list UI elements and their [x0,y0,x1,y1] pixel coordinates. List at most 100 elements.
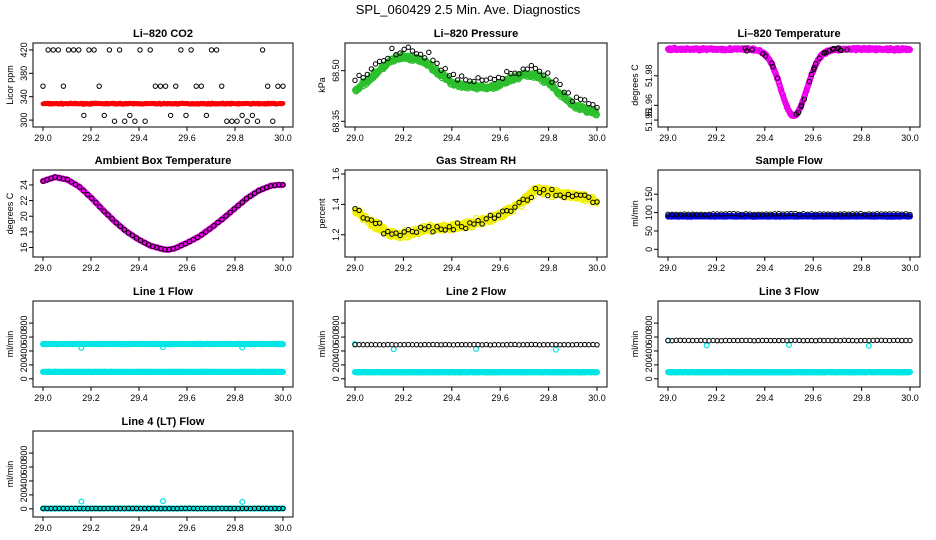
data-point [495,212,502,218]
data-point [356,207,362,214]
data-point [479,221,485,227]
data-point [96,83,102,89]
data-point [795,109,802,116]
plot-frame [344,169,608,258]
data-point [413,229,420,235]
data-point [182,240,189,247]
data-point [91,47,97,53]
x-tick-label: 29.2 [82,393,100,403]
x-tick-label: 29.2 [708,133,726,143]
data-point [808,71,815,78]
data-point [590,101,596,108]
y-tick-label: 380 [19,66,29,81]
y-tick-label: 18 [19,227,29,237]
x-tick-label: 29.6 [491,133,509,143]
data-point [401,46,407,52]
data-point [907,211,913,218]
data-point [405,226,412,233]
data-point [70,47,77,53]
data-point [215,219,221,226]
data-point [113,220,119,226]
x-tick-label: 29.6 [178,133,196,143]
x-tick-label: 29.0 [34,393,52,403]
data-point [152,83,159,89]
data-point [203,112,210,119]
x-tick-label: 29.4 [443,263,461,273]
data-point [219,83,225,89]
data-point [798,103,804,110]
data-point [234,118,240,124]
plot-area [40,47,286,124]
data-point [64,176,71,183]
data-point [368,217,375,223]
y-tick-label: 51.96 [644,94,654,117]
data-point [122,118,128,124]
data-point [532,185,539,192]
data-point [801,96,808,102]
y-tick-label: 1.6 [331,168,341,181]
chart-title: Li–820 Temperature [737,28,840,40]
data-point [208,47,215,53]
data-point [434,223,440,230]
chart-title: Sample Flow [755,155,823,167]
y-tick-label: 68.50 [331,59,341,82]
x-tick-label: 29.6 [804,133,822,143]
data-point [463,225,469,232]
y-tick-label: 1.2 [331,229,341,242]
data-point [125,230,132,236]
plot-area [352,44,600,119]
series-box-temperature-samples- [40,174,286,253]
data-point [111,118,118,124]
series-pressure-samples- [352,44,600,111]
data-point [762,53,769,59]
plot-frame [344,42,608,128]
data-point [162,83,169,89]
data-point [524,66,530,72]
data-point [536,68,543,75]
x-tick-label: 30.0 [901,263,919,273]
x-tick-label: 30.0 [901,133,919,143]
x-tick-label: 29.8 [540,133,558,143]
data-point [442,227,448,233]
data-point [549,186,555,193]
data-point [426,49,432,56]
data-point [516,71,522,77]
data-point [229,118,235,124]
data-point [147,47,153,53]
data-point [906,46,913,53]
data-point [844,47,850,53]
data-point [837,47,844,53]
data-point [356,72,362,79]
plot-area [664,210,913,220]
data-point [86,47,92,53]
data-point [376,220,383,226]
series-line-1-high- [39,340,287,351]
data-point [811,66,817,73]
data-point [397,50,403,56]
data-point [483,216,489,222]
series-temperature-continuous- [664,44,913,120]
x-tick-label: 29.4 [443,133,461,143]
data-point [280,182,286,188]
data-point [430,57,436,64]
data-point [573,94,580,100]
data-point [81,112,87,119]
data-point [137,237,144,244]
data-point [830,46,836,53]
x-tick-label: 29.0 [659,263,677,273]
x-tick-label: 30.0 [274,393,292,403]
data-point [806,78,813,85]
data-point [540,72,547,78]
data-point [280,83,286,89]
plot-area [39,173,287,254]
data-point [72,181,79,188]
data-point [121,227,128,233]
data-point [190,236,197,243]
data-point [251,190,258,197]
x-tick-label: 30.0 [274,133,292,143]
data-point [244,118,250,124]
data-point [80,188,87,194]
